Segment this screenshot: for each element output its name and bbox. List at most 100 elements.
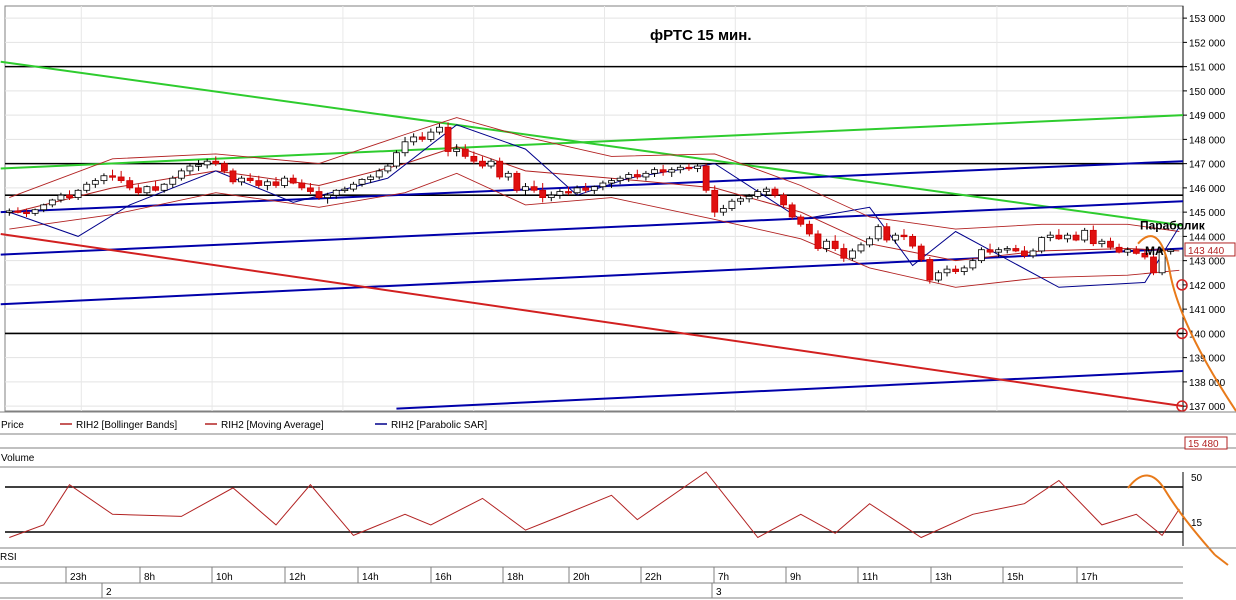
candle-body (504, 172, 512, 178)
candle-body (384, 165, 392, 172)
volume-value-tag (1184, 436, 1228, 450)
candle-body (375, 170, 383, 178)
candle-body (1055, 234, 1063, 240)
price-tick-label: 140 000 (1189, 329, 1226, 340)
price-tick-label: 151 000 (1189, 63, 1226, 74)
hour-label: 15h (1007, 572, 1024, 583)
bollinger-lower-line (9, 172, 1180, 288)
candle-body (479, 160, 486, 167)
candle-body (986, 249, 994, 253)
candle-body (599, 182, 607, 188)
candle-body (831, 240, 839, 249)
candle-body (195, 164, 202, 167)
candle-body (134, 187, 142, 194)
candle-body (874, 226, 882, 240)
candle-body (900, 234, 908, 238)
candle-body (978, 249, 985, 262)
hour-label: 10h (216, 572, 233, 583)
candle-body (1003, 248, 1011, 251)
date-label: 2 (106, 587, 112, 598)
candle-body (1064, 234, 1071, 240)
candle-body (754, 191, 762, 197)
candle-body (668, 169, 676, 173)
candle-body (31, 209, 39, 214)
candle-body (995, 249, 1003, 253)
price-tick-label: 145 000 (1189, 208, 1226, 219)
candle-body (943, 268, 951, 274)
candle-body (324, 194, 332, 198)
price-tick-label: 141 000 (1189, 305, 1226, 316)
trend-line (0, 232, 1184, 408)
candle-body (418, 136, 426, 140)
annotation-ma: МА (1145, 244, 1164, 258)
candle-body (401, 141, 409, 154)
candle-body (909, 235, 917, 247)
price-tick-label: 139 000 (1189, 354, 1226, 365)
candle-body (307, 187, 314, 192)
candle-body (633, 174, 641, 178)
candle-body (1115, 246, 1123, 253)
candle-body (590, 186, 598, 191)
hour-label: 8h (144, 572, 155, 583)
candle-body (23, 211, 30, 215)
hour-label: 11h (862, 572, 878, 583)
candle-body (625, 174, 633, 179)
candle-body (1107, 240, 1114, 248)
candle-body (57, 194, 65, 201)
candle-body (556, 191, 564, 196)
candle-body (48, 199, 56, 206)
trend-line (0, 200, 1184, 256)
time-axis: 23h 8h 10h 12h 14h 16h 18h 20h 22h 7h 9h 11h 13h 15h 1… (0, 566, 1183, 599)
price-tick-label: 144 000 (1189, 232, 1226, 243)
candle-body (263, 181, 271, 186)
forecast-mark (1176, 400, 1188, 412)
candle-body (960, 267, 968, 272)
candle-body (91, 180, 99, 185)
candle-body (40, 204, 48, 211)
candle-body (857, 244, 865, 252)
candle-body (676, 166, 684, 171)
candle-body (1046, 234, 1054, 239)
candle-body (100, 175, 108, 182)
chart-title: фРТС 15 мин. (650, 27, 752, 44)
candle-body (573, 187, 581, 194)
price-tick-label: 152 000 (1189, 38, 1226, 49)
price-tick-label: 137 000 (1189, 402, 1226, 413)
hour-label: 16h (435, 572, 452, 583)
legend-entry: RIH2 [Bollinger Bands] (76, 420, 177, 431)
candle-body (616, 177, 624, 182)
candle-body (212, 160, 220, 165)
candle-body (952, 268, 960, 272)
candle-body (522, 186, 529, 191)
candle-body (805, 223, 813, 235)
candle-body (427, 131, 435, 140)
candle-body (1021, 250, 1028, 257)
candle-body (780, 194, 787, 206)
candle-body (797, 216, 805, 225)
trend-line (0, 247, 1184, 306)
hour-label: 20h (573, 572, 590, 583)
candle-body (289, 177, 297, 184)
candle-body (848, 250, 856, 259)
candle-body (513, 172, 521, 191)
candle-body (737, 198, 744, 202)
candle-body (866, 238, 873, 246)
volume-label: Volume (1, 453, 35, 464)
candle-body (255, 180, 263, 186)
candle-body (814, 233, 822, 249)
candle-body (272, 181, 280, 186)
candle-body (1081, 229, 1089, 241)
price-tick-label: 143 000 (1189, 257, 1226, 268)
trend-line (0, 60, 1184, 227)
candle-body (487, 160, 495, 167)
legend-entry: Price (1, 420, 24, 431)
candle-body (1029, 250, 1037, 257)
candle-body (719, 208, 727, 213)
candle-body (711, 189, 719, 213)
candle-body (358, 178, 366, 185)
candle-body (702, 165, 710, 191)
candle-body (608, 180, 615, 184)
rsi-forecast-tail (1214, 554, 1229, 566)
